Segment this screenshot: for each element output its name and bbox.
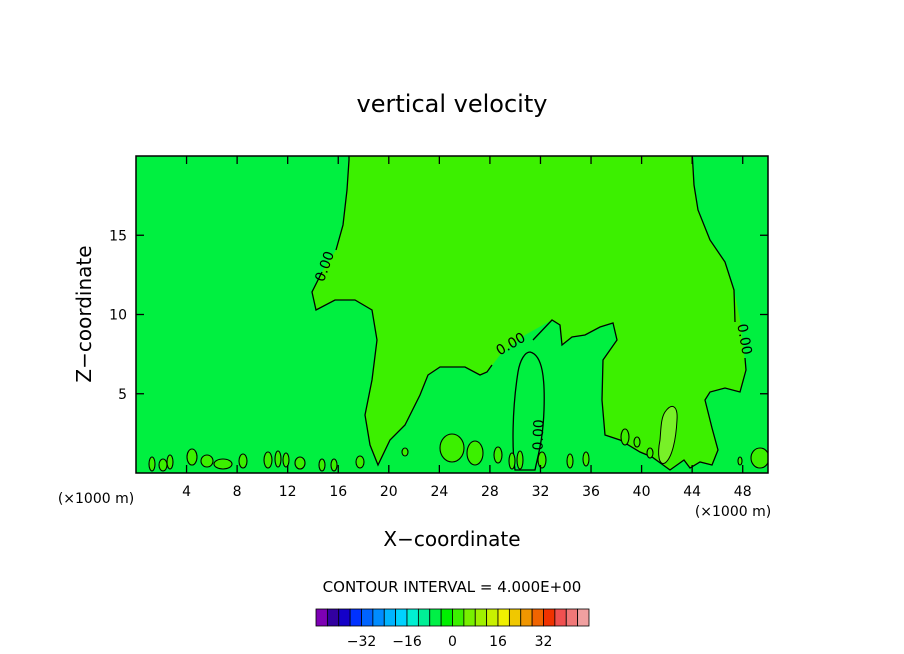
y-tick-label: 15	[109, 228, 127, 244]
x-tick-label: 48	[734, 484, 752, 500]
contour-field: 0.00 0.00 0.00 0.00	[148, 156, 768, 472]
x-tick-label: 8	[233, 484, 242, 500]
colorbar-swatch	[531, 608, 544, 627]
colorbar-tick-label: 0	[448, 634, 457, 650]
negative-hole	[512, 351, 545, 471]
strong-positive-region	[658, 405, 678, 464]
colorbar-swatch	[429, 608, 442, 627]
positive-region	[312, 156, 746, 470]
colorbar-swatch	[326, 608, 340, 627]
x-tick-label: 20	[380, 484, 398, 500]
colorbar-swatch	[577, 608, 590, 627]
colorbar-tick-label: −16	[392, 634, 422, 650]
colorbar-tick-label: −32	[347, 634, 377, 650]
x-tick-label: 4	[182, 484, 191, 500]
colorbar-swatch	[315, 608, 328, 627]
y-tick-label: 10	[109, 308, 127, 324]
colorbar	[315, 608, 590, 627]
colorbar-swatch	[406, 608, 419, 627]
contour-interval-text: CONTOUR INTERVAL = 4.000E+00	[323, 578, 582, 596]
colorbar-swatch	[338, 608, 351, 627]
colorbar-swatch	[520, 608, 533, 627]
x-axis-label: X−coordinate	[383, 527, 520, 551]
x-tick-label: 12	[279, 484, 297, 500]
y-axis-ticks: 5 10 15	[109, 228, 768, 403]
colorbar-swatch	[474, 608, 488, 627]
contour-line-right	[691, 156, 736, 323]
colorbar-swatch	[554, 608, 567, 627]
colorbar-swatch	[486, 608, 499, 627]
colorbar-swatch	[463, 608, 476, 627]
x-unit-right: (×1000 m)	[695, 504, 771, 520]
x-tick-label: 24	[430, 484, 448, 500]
colorbar-swatch	[508, 608, 522, 627]
colorbar-swatch	[395, 608, 408, 627]
colorbar-swatch	[383, 608, 397, 627]
colorbar-tick-label: 32	[535, 634, 553, 650]
colorbar-swatch	[417, 608, 431, 627]
colorbar-swatch	[497, 608, 510, 627]
y-axis-label: Z−coordinate	[72, 245, 96, 382]
contour-label: 0.00	[530, 419, 547, 451]
colorbar-tick-label: 16	[489, 634, 507, 650]
x-tick-label: 40	[633, 484, 651, 500]
colorbar-swatch	[565, 608, 579, 627]
x-tick-label: 32	[532, 484, 550, 500]
x-tick-label: 44	[683, 484, 701, 500]
colorbar-swatch	[372, 608, 385, 627]
surface-contours	[148, 428, 768, 472]
colorbar-swatch	[361, 608, 374, 627]
colorbar-swatch	[543, 608, 556, 627]
y-tick-label: 5	[118, 387, 127, 403]
x-tick-label: 28	[481, 484, 499, 500]
x-tick-label: 36	[582, 484, 600, 500]
colorbar-labels: −32 −16 0 16 32	[347, 634, 553, 650]
x-tick-label: 16	[329, 484, 347, 500]
contour-label: 0.00	[733, 323, 754, 356]
chart-title: vertical velocity	[357, 90, 548, 118]
colorbar-swatch	[440, 608, 453, 627]
x-axis-ticks: 4 8 12 16 20 24 28 32 36 40 44 48	[182, 156, 752, 500]
colorbar-swatch	[452, 608, 465, 627]
colorbar-swatch	[349, 608, 362, 627]
x-unit-left: (×1000 m)	[58, 491, 134, 507]
